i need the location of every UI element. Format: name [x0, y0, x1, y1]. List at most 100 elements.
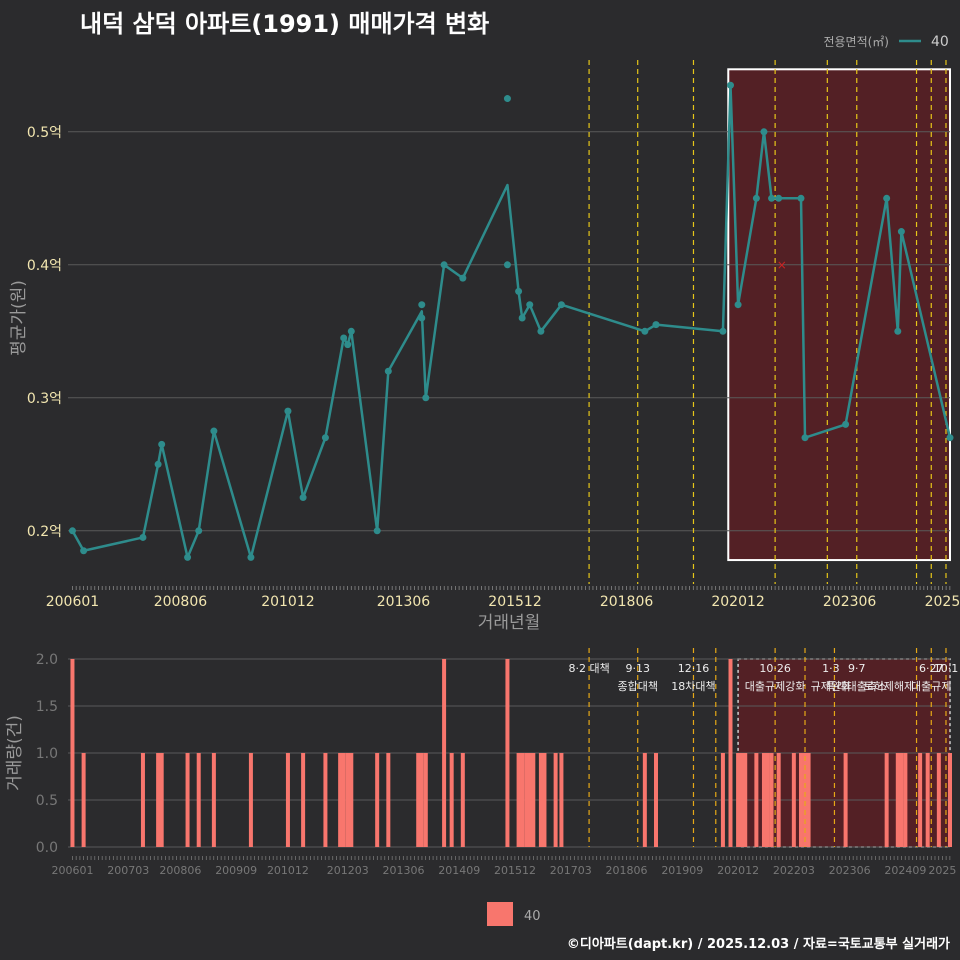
data-point: [80, 547, 88, 555]
bar: [159, 753, 164, 847]
x-tick-label: 201012: [267, 864, 309, 877]
data-point: [503, 261, 511, 269]
data-point: [284, 407, 292, 415]
y-tick-label: 0.3억: [27, 391, 62, 407]
x-tick-label: 202306: [829, 864, 871, 877]
x-tick-label: 202306: [823, 594, 877, 610]
bar: [341, 753, 346, 847]
data-point: [526, 301, 534, 309]
x-tick-label: 201909: [661, 864, 703, 877]
y-tick-label: 1.5: [36, 699, 58, 715]
bar: [538, 753, 543, 847]
data-point: [515, 287, 523, 295]
bar: [743, 753, 748, 847]
policy-name-label: 18차대책: [671, 680, 715, 693]
data-point: [768, 194, 776, 202]
legend-title: 전용면적(㎡): [823, 35, 889, 49]
bar: [803, 753, 808, 847]
data-point: [727, 81, 735, 89]
bar: [654, 753, 658, 847]
data-point: [195, 527, 203, 535]
y-axis-label: 평균가(원): [9, 280, 29, 356]
data-point: [894, 327, 902, 335]
policy-name-label: 종합대책: [617, 680, 657, 693]
y-tick-label: 1.0: [36, 746, 58, 762]
bar: [323, 753, 328, 847]
data-point: [459, 274, 467, 282]
bar: [185, 753, 190, 847]
bar: [460, 753, 465, 847]
data-point: [68, 527, 76, 535]
bar: [449, 753, 454, 847]
data-point: [373, 527, 381, 535]
bar: [70, 659, 75, 847]
data-point: [883, 194, 891, 202]
data-point: [384, 367, 392, 375]
y-tick-label: 0.5억: [27, 125, 62, 141]
policy-date-label: 8·2 대책: [568, 662, 609, 675]
policy-date-label: 10·1: [934, 662, 959, 675]
data-point: [801, 434, 809, 442]
data-point: [503, 95, 511, 103]
data-point: [537, 327, 545, 335]
data-point: [752, 194, 760, 202]
chart-title: 내덕 삼덕 아파트(1991) 매매가격 변화: [80, 10, 490, 38]
x-tick-label: 201306: [377, 594, 431, 610]
bar: [156, 753, 161, 847]
bar: [248, 753, 253, 847]
bar: [776, 753, 781, 847]
data-point: [247, 553, 255, 561]
x-tick-label: 201012: [261, 594, 314, 610]
policy-name-label: 대출규제: [911, 680, 951, 693]
x-axis-label: 거래년월: [478, 613, 541, 633]
x-tick-label: 201806: [600, 594, 654, 610]
x-tick-label: 201512: [494, 864, 536, 877]
bar: [520, 753, 525, 847]
policy-name-label: 토허제해제: [864, 679, 915, 693]
x-tick-label: 202203: [773, 864, 815, 877]
bar: [542, 753, 547, 847]
data-point: [734, 301, 742, 309]
x-tick-label: 201703: [550, 864, 592, 877]
data-point: [184, 553, 192, 561]
bar: [936, 753, 941, 847]
x-tick-label: 2025: [925, 594, 960, 610]
bar: [761, 753, 766, 847]
data-point: [518, 314, 526, 322]
data-point: [347, 327, 355, 335]
bar: [442, 659, 447, 847]
data-point: [340, 334, 348, 342]
bar: [769, 753, 774, 847]
bar: [736, 753, 741, 847]
x-tick-label: 201203: [327, 864, 369, 877]
bar: [739, 753, 744, 847]
data-point: [557, 301, 565, 309]
bar: [754, 753, 759, 847]
outlier-mark: ×: [777, 258, 787, 272]
x-tick-label: 200909: [215, 864, 257, 877]
data-point: [299, 494, 307, 502]
bar: [720, 753, 725, 847]
bar: [516, 753, 521, 847]
y-axis-label: 거래량(건): [5, 715, 25, 791]
y-tick-label: 2.0: [36, 652, 58, 668]
bar: [806, 753, 811, 847]
y-tick-label: 0.4억: [27, 258, 62, 274]
y-tick-label: 0.2억: [27, 524, 62, 540]
data-point: [422, 394, 430, 402]
x-tick-label: 202409: [884, 864, 926, 877]
price-line-chart: 0.2억 0.3억 0.4억 0.5억 200601 200806 201012 201306…: [9, 34, 960, 633]
data-point: [652, 321, 660, 329]
bar: [285, 753, 290, 847]
legend-swatch: [487, 902, 513, 926]
bar: [505, 659, 510, 847]
bar: [728, 659, 733, 847]
bar: [925, 753, 930, 847]
policy-date-label: 6·27: [919, 662, 944, 675]
policy-date-label: 12·16: [678, 662, 710, 675]
x-tick-label: 201409: [438, 864, 480, 877]
policy-date-label: 9·13: [625, 662, 650, 675]
data-point: [321, 434, 329, 442]
bar: [423, 753, 428, 847]
y-tick-label: 0.0: [36, 840, 58, 856]
